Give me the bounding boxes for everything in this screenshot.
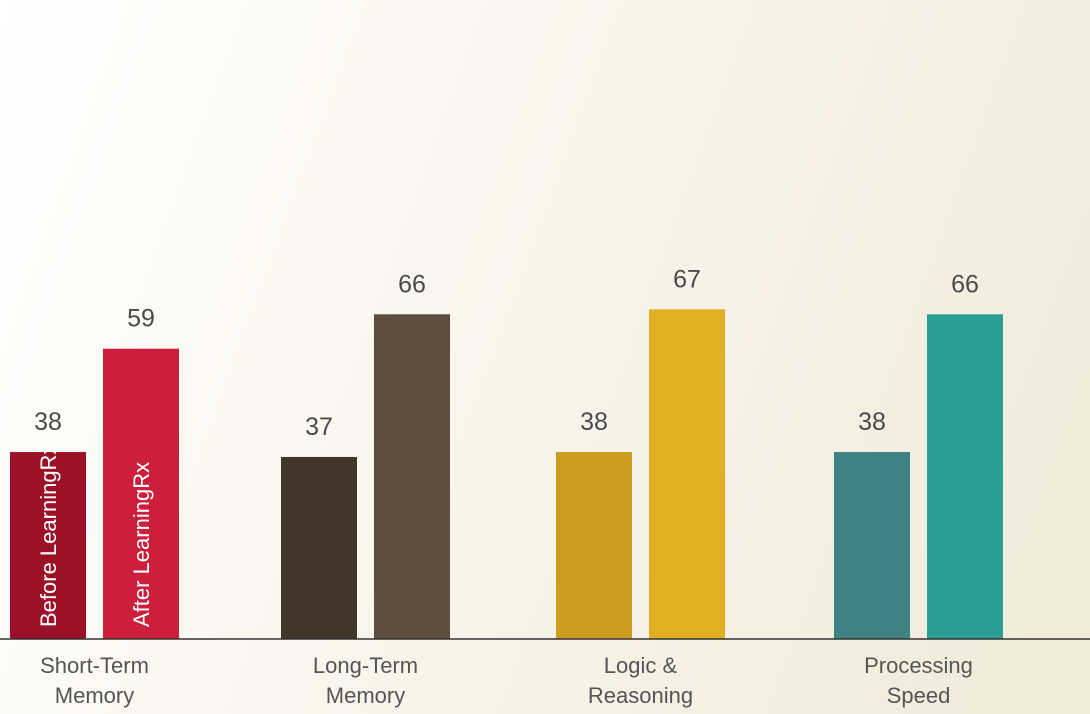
- value-label-after-1: 66: [398, 270, 426, 298]
- bar-before-3: [834, 452, 910, 639]
- bar-after-2: [649, 309, 725, 639]
- category-label-2: Logic & Reasoning: [588, 653, 693, 708]
- value-label-after-2: 67: [673, 265, 701, 293]
- bar-before-1: [281, 456, 357, 639]
- bar-before-0: [10, 452, 86, 639]
- value-label-after-3: 66: [951, 270, 979, 298]
- legend-label-after: After LearningRx: [129, 462, 154, 627]
- value-label-before-0: 38: [34, 408, 62, 436]
- value-label-before-1: 37: [305, 413, 333, 441]
- category-label-1: Long-Term Memory: [313, 653, 418, 708]
- category-label-0: Short-Term Memory: [40, 653, 149, 708]
- value-label-before-2: 38: [580, 408, 608, 436]
- legend-label-before: Before LearningRx: [36, 444, 61, 627]
- bar-before-2: [556, 452, 632, 639]
- value-label-before-3: 38: [858, 408, 886, 436]
- bar-after-3: [927, 314, 1003, 639]
- bar-after-1: [374, 314, 450, 639]
- value-label-after-0: 59: [127, 305, 155, 333]
- category-label-3: Processing Speed: [864, 653, 973, 708]
- bar-after-0: [103, 348, 179, 639]
